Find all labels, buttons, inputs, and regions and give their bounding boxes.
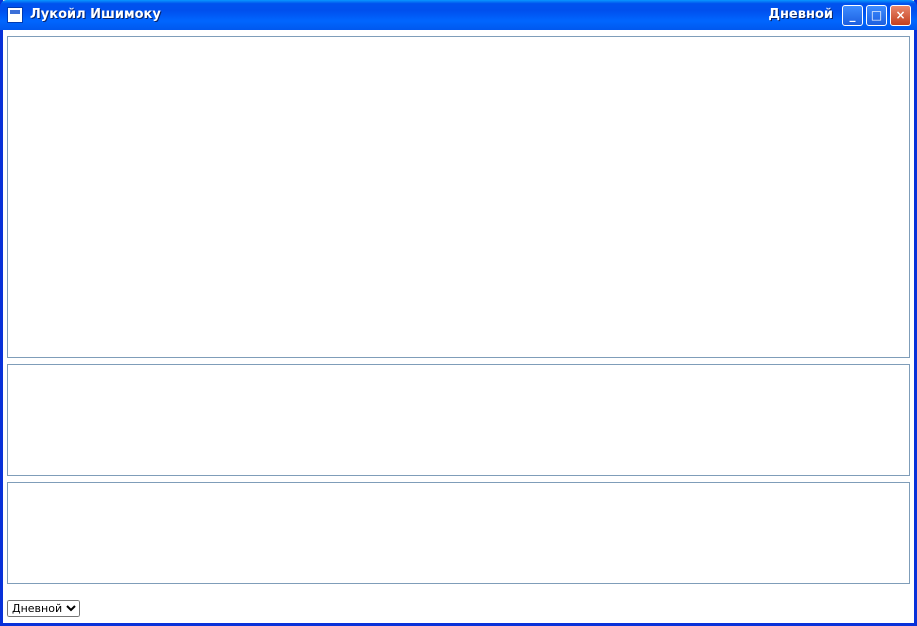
timeframe-label: Дневной xyxy=(768,7,833,22)
panel-middle xyxy=(7,364,910,476)
maximize-button[interactable]: □ xyxy=(866,5,887,26)
app-icon xyxy=(7,7,23,23)
window-title: Лукойл Ишимоку xyxy=(30,7,161,22)
footer: Дневной xyxy=(7,600,80,617)
window-content: Дневной xyxy=(3,30,914,623)
minimize-button[interactable]: _ xyxy=(842,5,863,26)
close-button[interactable]: × xyxy=(890,5,911,26)
panel-bottom xyxy=(7,482,910,584)
timeframe-select[interactable]: Дневной xyxy=(7,600,80,617)
panel-top xyxy=(7,36,910,358)
title-bar[interactable]: Лукойл Ишимоку Дневной _ □ × xyxy=(0,0,917,30)
